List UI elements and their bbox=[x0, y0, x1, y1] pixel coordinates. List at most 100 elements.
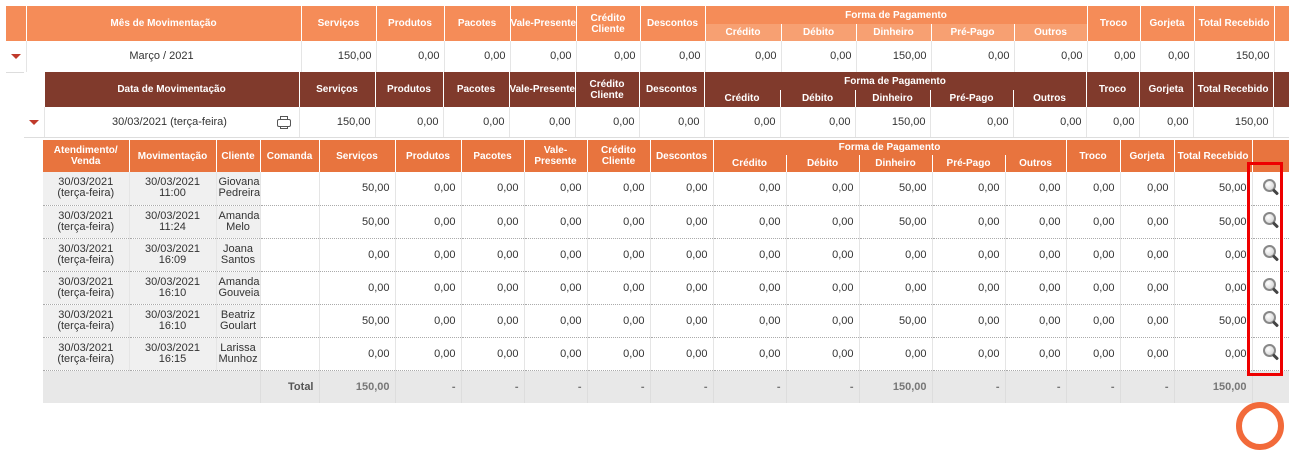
col-dinheiro[interactable]: Dinheiro bbox=[856, 24, 932, 41]
col-vale-presente[interactable]: Vale-Presente bbox=[524, 140, 588, 172]
col-servicos[interactable]: Serviços bbox=[301, 6, 377, 41]
col-pacotes[interactable]: Pacotes bbox=[444, 6, 511, 41]
col-movimentacao[interactable]: Movimentação bbox=[129, 140, 217, 172]
atendimento-cell: 30/03/2021 (terça-feira) bbox=[43, 205, 130, 239]
atendimento-cell: 30/03/2021 (terça-feira) bbox=[43, 337, 130, 371]
movimentacao-cell: 30/03/2021 16:15 bbox=[129, 337, 217, 371]
col-total-recebido[interactable]: Total Recebido bbox=[1174, 140, 1253, 172]
col-produtos[interactable]: Produtos bbox=[375, 72, 444, 107]
table-row[interactable]: 30/03/2021 (terça-feira) 30/03/2021 11:24 Am… bbox=[43, 205, 1289, 239]
atendimento-cell-line: (terça-feira) bbox=[57, 352, 115, 365]
col-gorjeta[interactable]: Gorjeta bbox=[1140, 6, 1195, 41]
col-mes[interactable]: Mês de Movimentação bbox=[26, 6, 302, 41]
col-pacotes[interactable]: Pacotes bbox=[443, 72, 510, 107]
cell-value: 50,00 bbox=[319, 205, 396, 239]
day-row[interactable]: 30/03/2021 (terça-feira) 150,00 0,00 0,0… bbox=[24, 107, 1289, 138]
col-credito-cliente[interactable]: Crédito Cliente bbox=[575, 72, 640, 107]
col-credito-cliente[interactable]: Crédito Cliente bbox=[576, 6, 641, 41]
magnifier-icon[interactable] bbox=[1262, 277, 1280, 295]
col-outros[interactable]: Outros bbox=[1005, 155, 1067, 172]
expand-toggle[interactable] bbox=[24, 107, 45, 138]
atendimento-cell-line: 30/03/2021 bbox=[58, 341, 114, 354]
total-value: - bbox=[786, 370, 860, 403]
chevron-down-icon[interactable] bbox=[10, 54, 21, 60]
col-credito-cliente[interactable]: Crédito Cliente bbox=[587, 140, 651, 172]
cell-value: 0,00 bbox=[786, 271, 860, 305]
col-outros[interactable]: Outros bbox=[1013, 90, 1087, 107]
total-value: - bbox=[650, 370, 714, 403]
col-dinheiro[interactable]: Dinheiro bbox=[859, 155, 933, 172]
col-credito[interactable]: Crédito bbox=[713, 155, 787, 172]
table-row[interactable]: 30/03/2021 (terça-feira) 30/03/2021 16:10 Be… bbox=[43, 304, 1289, 338]
col-vale-presente[interactable]: Vale-Presente bbox=[509, 72, 576, 107]
col-dinheiro[interactable]: Dinheiro bbox=[855, 90, 931, 107]
cell-value: 0,00 bbox=[319, 238, 396, 272]
col-prepago[interactable]: Pré-Pago bbox=[932, 155, 1006, 172]
magnifier-icon[interactable] bbox=[1262, 178, 1280, 196]
col-produtos[interactable]: Produtos bbox=[395, 140, 462, 172]
total-value: - bbox=[587, 370, 651, 403]
cell-value: 0,00 bbox=[1120, 205, 1175, 239]
month-row[interactable]: Março / 2021 150,00 0,00 0,00 0,00 0,00 … bbox=[6, 41, 1289, 73]
cell-value: 0,00 bbox=[713, 172, 787, 206]
magnifier-icon[interactable] bbox=[1262, 310, 1280, 328]
col-descontos[interactable]: Descontos bbox=[639, 72, 705, 107]
cell-value: 0,00 bbox=[705, 41, 782, 73]
col-credito[interactable]: Crédito bbox=[704, 90, 781, 107]
col-produtos[interactable]: Produtos bbox=[376, 6, 445, 41]
cell-value: 0,00 bbox=[587, 238, 651, 272]
col-atendimento[interactable]: Atendimento/ Venda bbox=[43, 140, 130, 172]
chevron-down-icon[interactable] bbox=[28, 119, 39, 125]
comanda-cell bbox=[260, 172, 320, 206]
cliente-cell-line: Pedreira bbox=[218, 187, 260, 200]
table-row[interactable]: 30/03/2021 (terça-feira) 30/03/2021 16:09 Jo… bbox=[43, 238, 1289, 272]
col-total-recebido[interactable]: Total Recebido bbox=[1193, 72, 1274, 107]
cell-value: 0,00 bbox=[1005, 172, 1067, 206]
col-debito[interactable]: Débito bbox=[781, 24, 857, 41]
printer-icon[interactable] bbox=[276, 116, 291, 129]
spacer-cell bbox=[6, 6, 27, 41]
cell-value: 50,00 bbox=[1174, 172, 1253, 206]
magnifier-icon[interactable] bbox=[1262, 343, 1280, 361]
col-cliente[interactable]: Cliente bbox=[216, 140, 261, 172]
col-debito[interactable]: Débito bbox=[786, 155, 860, 172]
cell-value: 0,00 bbox=[395, 337, 462, 371]
col-credito[interactable]: Crédito bbox=[705, 24, 782, 41]
cell-value: 0,00 bbox=[713, 205, 787, 239]
col-gorjeta[interactable]: Gorjeta bbox=[1139, 72, 1194, 107]
table-row[interactable]: 30/03/2021 (terça-feira) 30/03/2021 11:00 Gi… bbox=[43, 172, 1289, 206]
col-troco[interactable]: Troco bbox=[1066, 140, 1121, 172]
col-gorjeta[interactable]: Gorjeta bbox=[1120, 140, 1175, 172]
col-data[interactable]: Data de Movimentação bbox=[44, 72, 300, 107]
cell-value: 0,00 bbox=[524, 304, 588, 338]
col-debito[interactable]: Débito bbox=[780, 90, 856, 107]
col-comanda[interactable]: Comanda bbox=[260, 140, 320, 172]
atendimento-cell-line: (terça-feira) bbox=[57, 286, 115, 299]
col-vale-presente[interactable]: Vale-Presente bbox=[510, 6, 577, 41]
cell-value: 0,00 bbox=[932, 205, 1006, 239]
atendimento-cell-line: 30/03/2021 bbox=[58, 308, 114, 321]
col-outros[interactable]: Outros bbox=[1014, 24, 1088, 41]
cell-value: 0,00 bbox=[1005, 337, 1067, 371]
col-total-recebido[interactable]: Total Recebido bbox=[1194, 6, 1275, 41]
chat-bubble-icon[interactable] bbox=[1236, 402, 1284, 450]
col-descontos[interactable]: Descontos bbox=[650, 140, 714, 172]
col-prepago[interactable]: Pré-Pago bbox=[931, 24, 1015, 41]
magnifier-icon[interactable] bbox=[1262, 244, 1280, 262]
col-servicos[interactable]: Serviços bbox=[299, 72, 376, 107]
col-descontos[interactable]: Descontos bbox=[640, 6, 706, 41]
table-row[interactable]: 30/03/2021 (terça-feira) 30/03/2021 16:10 Am… bbox=[43, 271, 1289, 305]
total-value: 150,00 bbox=[319, 370, 396, 403]
month-summary-table: Mês de Movimentação Serviços Produtos Pa… bbox=[6, 6, 1289, 73]
col-troco[interactable]: Troco bbox=[1087, 6, 1141, 41]
cell-value: 0,00 bbox=[650, 238, 714, 272]
movimentacao-cell-line: 30/03/2021 bbox=[144, 275, 201, 288]
cliente-cell: Amanda Gouveia bbox=[216, 271, 261, 305]
expand-toggle[interactable] bbox=[6, 41, 27, 73]
col-prepago[interactable]: Pré-Pago bbox=[930, 90, 1014, 107]
col-troco[interactable]: Troco bbox=[1086, 72, 1140, 107]
col-servicos[interactable]: Serviços bbox=[319, 140, 396, 172]
table-row[interactable]: 30/03/2021 (terça-feira) 30/03/2021 16:15 La… bbox=[43, 337, 1289, 371]
magnifier-icon[interactable] bbox=[1262, 211, 1280, 229]
col-pacotes[interactable]: Pacotes bbox=[461, 140, 525, 172]
